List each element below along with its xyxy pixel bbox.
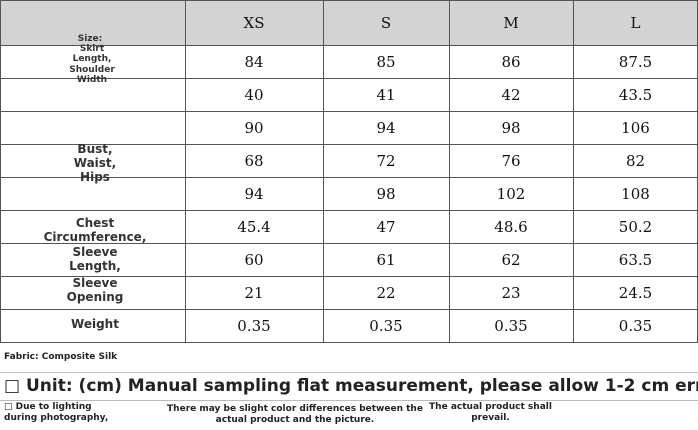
row-line <box>0 78 698 79</box>
value-cell: 87.5 <box>618 52 653 71</box>
unit-note: □ Unit: (cm) Manual sampling flat measur… <box>4 376 698 396</box>
row-line <box>0 0 698 1</box>
value-cell: 0.35 <box>618 316 653 335</box>
value-cell: 48.6 <box>494 217 528 236</box>
value-cell: 60 <box>244 250 264 269</box>
row-line <box>0 342 698 343</box>
row-label: Skirt Length, Shoulder Width <box>69 44 115 86</box>
row-label: Sleeve Opening <box>66 276 124 304</box>
value-cell: 22 <box>376 283 396 302</box>
value-cell: 90 <box>244 118 264 137</box>
column-header: L <box>630 13 641 32</box>
value-cell: 42 <box>501 85 521 104</box>
col-line <box>185 0 186 342</box>
value-cell: 76 <box>501 151 521 170</box>
column-header: S <box>380 13 392 32</box>
value-cell: 106 <box>621 118 650 137</box>
value-cell: 98 <box>376 184 396 203</box>
column-header: M <box>503 13 519 32</box>
value-cell: 98 <box>501 118 521 137</box>
col-line <box>449 0 450 342</box>
footer-note: The actual product shall prevail. <box>429 402 552 423</box>
value-cell: 0.35 <box>494 316 528 335</box>
value-cell: 45.4 <box>237 217 271 236</box>
value-cell: 84 <box>244 52 264 71</box>
value-cell: 68 <box>244 151 264 170</box>
col-line <box>0 0 1 342</box>
value-cell: 0.35 <box>369 316 403 335</box>
value-cell: 63.5 <box>618 250 653 269</box>
row-line <box>0 243 698 244</box>
col-line <box>323 0 324 342</box>
value-cell: 23 <box>501 283 521 302</box>
row-line <box>0 276 698 277</box>
value-cell: 85 <box>376 52 396 71</box>
value-cell: 47 <box>376 217 396 236</box>
row-label: Chest Circumference, <box>43 216 147 244</box>
row-label: Weight <box>71 317 119 331</box>
row-line <box>0 45 698 46</box>
value-cell: 43.5 <box>618 85 653 104</box>
footer-note: There may be slight color differences be… <box>167 404 423 425</box>
value-cell: 72 <box>376 151 396 170</box>
row-line <box>0 177 698 178</box>
value-cell: 61 <box>376 250 396 269</box>
value-cell: 21 <box>244 283 264 302</box>
row-line <box>0 111 698 112</box>
col-line <box>573 0 574 342</box>
row-label: Sleeve Length, <box>69 245 121 273</box>
size-label: Size: <box>77 34 103 44</box>
value-cell: 108 <box>621 184 650 203</box>
value-cell: 24.5 <box>618 283 653 302</box>
row-line <box>0 309 698 310</box>
value-cell: 50.2 <box>618 217 653 236</box>
value-cell: 82 <box>625 151 646 170</box>
row-line <box>0 210 698 211</box>
header-bg <box>0 0 698 45</box>
value-cell: 40 <box>244 85 264 104</box>
column-header: XS <box>243 13 265 32</box>
row-line <box>0 144 698 145</box>
value-cell: 62 <box>501 250 521 269</box>
value-cell: 86 <box>501 52 521 71</box>
value-cell: 94 <box>376 118 396 137</box>
footer-note: □ Due to lighting during photography, <box>4 402 109 423</box>
fabric: Fabric: Composite Silk <box>4 352 118 362</box>
value-cell: 0.35 <box>237 316 271 335</box>
value-cell: 94 <box>244 184 264 203</box>
value-cell: 102 <box>496 184 526 203</box>
row-line <box>0 372 698 373</box>
row-line <box>0 400 698 401</box>
value-cell: 41 <box>376 85 396 104</box>
row-label: Bust, Waist, Hips <box>73 142 117 184</box>
